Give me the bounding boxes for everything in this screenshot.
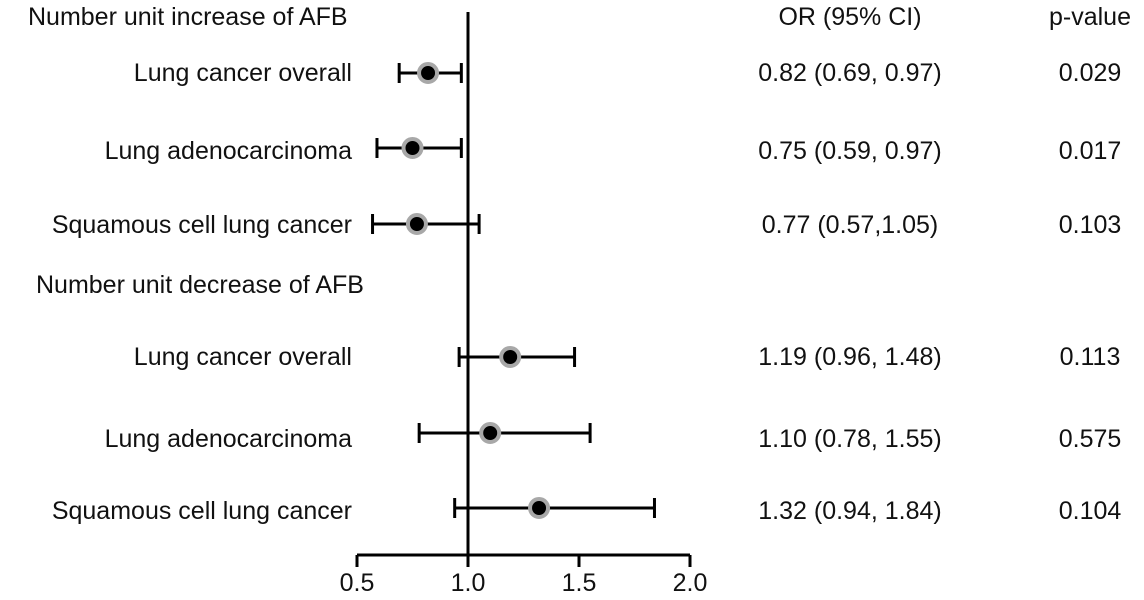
- x-tick-label-2-0: 2.0: [672, 569, 708, 597]
- x-tick-label-1-0: 1.0: [450, 569, 486, 597]
- p-value-increase-lung-adenocarcinoma: 0.017: [1058, 137, 1122, 165]
- point-estimate-g1-r1: [479, 422, 502, 444]
- point-estimate-g0-r0: [417, 62, 440, 84]
- group-header-increase: Number unit increase of AFB: [28, 3, 348, 31]
- p-value-decrease-lung-cancer-overall: 0.113: [1059, 343, 1121, 371]
- row-label-increase-lung-cancer-overall: Lung cancer overall: [133, 59, 352, 87]
- p-value-decrease-lung-adenocarcinoma: 0.575: [1058, 425, 1122, 453]
- x-tick-label-1-5: 1.5: [561, 569, 597, 597]
- x-tick-label-0-5: 0.5: [339, 569, 375, 597]
- or-text-decrease-lung-cancer-overall: 1.19 (0.96, 1.48): [758, 343, 942, 371]
- p-value-decrease-squamous-cell: 0.104: [1058, 497, 1122, 525]
- or-text-increase-lung-cancer-overall: 0.82 (0.69, 0.97): [758, 59, 942, 87]
- p-value-increase-squamous-cell: 0.103: [1058, 211, 1122, 239]
- or-text-decrease-squamous-cell: 1.32 (0.94, 1.84): [758, 497, 942, 525]
- row-label-increase-lung-adenocarcinoma: Lung adenocarcinoma: [104, 137, 352, 165]
- row-label-decrease-lung-adenocarcinoma: Lung adenocarcinoma: [104, 425, 352, 453]
- row-label-increase-squamous-cell: Squamous cell lung cancer: [51, 211, 352, 239]
- point-estimate-g0-r2: [405, 213, 428, 235]
- p-value-increase-lung-cancer-overall: 0.029: [1058, 59, 1122, 87]
- or-text-increase-squamous-cell: 0.77 (0.57,1.05): [761, 211, 939, 239]
- p-value-column-header: p-value: [1049, 3, 1131, 31]
- point-estimate-g1-r0: [499, 346, 522, 368]
- or-column-header: OR (95% CI): [778, 3, 922, 31]
- row-label-decrease-squamous-cell: Squamous cell lung cancer: [51, 497, 352, 525]
- point-estimate-g0-r1: [401, 137, 424, 159]
- group-header-decrease: Number unit decrease of AFB: [36, 271, 364, 299]
- or-text-decrease-lung-adenocarcinoma: 1.10 (0.78, 1.55): [758, 425, 942, 453]
- point-estimate-g1-r2: [528, 497, 551, 519]
- row-label-decrease-lung-cancer-overall: Lung cancer overall: [133, 343, 352, 371]
- or-text-increase-lung-adenocarcinoma: 0.75 (0.59, 0.97): [758, 137, 942, 165]
